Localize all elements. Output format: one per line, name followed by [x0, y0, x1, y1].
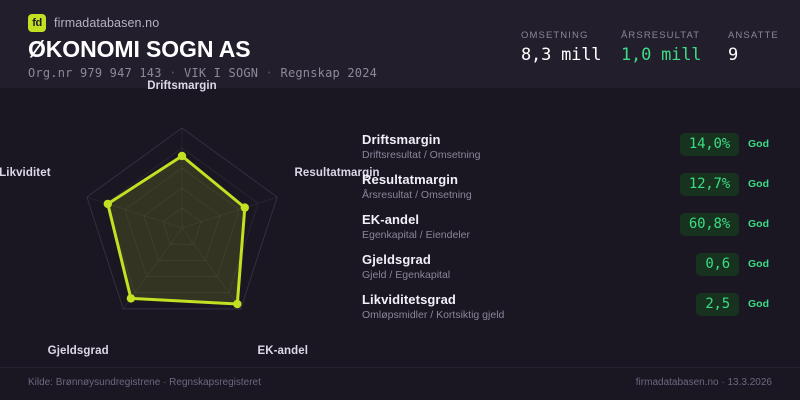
status-badge: God	[748, 138, 769, 150]
firmadatabasen-logo-icon: fd	[28, 14, 46, 32]
header-bar: fd firmadatabasen.no ØKONOMI SOGN AS Org…	[0, 0, 800, 88]
stat-value: 8,3 mill	[521, 45, 602, 65]
metric-formula: Omløpsmidler / Kortsiktig gjeld	[362, 309, 505, 321]
brand[interactable]: fd firmadatabasen.no	[28, 14, 159, 32]
metric-value: 60,8%	[679, 212, 739, 236]
metric-row-gjeldsgrad[interactable]: Gjeldsgrad Gjeld / Egenkapital 0,6 God	[362, 248, 782, 288]
metric-formula: Egenkapital / Eiendeler	[362, 229, 470, 241]
radar-point	[103, 199, 113, 209]
status-badge: God	[748, 298, 769, 310]
footer-source: Kilde: Brønnøysundregistrene · Regnskaps…	[28, 377, 261, 388]
stat-label: OMSETNING	[521, 30, 589, 41]
metric-value: 0,6	[696, 252, 739, 276]
radar-data-points	[103, 151, 249, 309]
header-stats: OMSETNING 8,3 mill ÅRSRESULTAT 1,0 mill …	[521, 30, 779, 65]
stat-label: ANSATTE	[728, 30, 779, 41]
radar-axis-label-gjeldsgrad: Gjeldsgrad	[47, 344, 109, 357]
stat-ansatte: ANSATTE 9	[728, 30, 779, 65]
metric-value-group: 2,5 God	[642, 292, 782, 316]
metric-formula: Driftsresultat / Omsetning	[362, 149, 481, 161]
metric-value-group: 14,0% God	[642, 132, 782, 156]
radar-axis-label-ek-andel: EK-andel	[257, 344, 309, 357]
metric-value: 12,7%	[679, 172, 739, 196]
metric-row-driftsmargin[interactable]: Driftsmargin Driftsresultat / Omsetning …	[362, 128, 782, 168]
radar-point	[126, 294, 136, 303]
metric-formula: Årsresultat / Omsetning	[362, 189, 472, 201]
metric-row-resultatmargin[interactable]: Resultatmargin Årsresultat / Omsetning 1…	[362, 168, 782, 208]
radar-axis-label-resultatmargin: Resultatmargin	[294, 167, 380, 180]
radar-point	[177, 151, 187, 161]
stat-value: 9	[728, 45, 739, 65]
company-orgnr: Org.nr 979 947 143	[28, 66, 162, 80]
metric-row-ek-andel[interactable]: EK-andel Egenkapital / Eiendeler 60,8% G…	[362, 208, 782, 248]
radar-data-area	[106, 154, 247, 306]
status-badge: God	[748, 178, 769, 190]
company-location: VIK I SOGN	[183, 66, 259, 80]
stat-omsetning: OMSETNING 8,3 mill	[521, 30, 621, 65]
page-title: ØKONOMI SOGN AS	[28, 36, 251, 62]
stat-value: 1,0 mill	[621, 45, 702, 65]
radar-point	[233, 299, 242, 309]
metric-row-likviditetsgrad[interactable]: Likviditetsgrad Omløpsmidler / Kortsikti…	[362, 288, 782, 328]
metric-title: Driftsmargin	[362, 132, 441, 147]
radar-axis-label-driftsmargin: Driftsmargin	[147, 80, 217, 92]
meta-separator-2: ·	[265, 66, 274, 80]
radar-chart-svg	[86, 127, 278, 310]
company-meta: Org.nr 979 947 143 · VIK I SOGN · Regnsk…	[28, 66, 377, 80]
metrics-list: Driftsmargin Driftsresultat / Omsetning …	[362, 128, 782, 328]
meta-separator-1: ·	[169, 66, 177, 80]
radar-grid	[86, 127, 278, 310]
stat-label: ÅRSRESULTAT	[621, 30, 701, 41]
metric-value-group: 60,8% God	[642, 212, 782, 236]
metric-value: 2,5	[696, 292, 739, 316]
metric-title: EK-andel	[362, 212, 420, 227]
footer-attribution: firmadatabasen.no · 13.3.2026	[635, 377, 772, 388]
brand-name: firmadatabasen.no	[54, 16, 160, 30]
metric-title: Likviditetsgrad	[362, 292, 456, 307]
status-badge: God	[748, 218, 769, 230]
footer: Kilde: Brønnøysundregistrene · Regnskaps…	[0, 367, 800, 400]
metric-value-group: 0,6 God	[642, 252, 782, 276]
radar-chart: Driftsmargin Resultatmargin EK-andel Gjelds…	[0, 80, 380, 358]
stat-arsresultat: ÅRSRESULTAT 1,0 mill	[621, 30, 728, 65]
metric-formula: Gjeld / Egenkapital	[362, 269, 451, 281]
radar-axis-label-likviditet: Likviditet	[0, 167, 51, 180]
company-fiscal-year: Regnskap 2024	[280, 66, 378, 80]
radar-point	[240, 203, 249, 212]
metric-title: Gjeldsgrad	[362, 252, 431, 267]
metric-value: 14,0%	[679, 132, 739, 156]
status-badge: God	[748, 258, 769, 270]
metric-title: Resultatmargin	[362, 172, 459, 187]
metric-value-group: 12,7% God	[642, 172, 782, 196]
